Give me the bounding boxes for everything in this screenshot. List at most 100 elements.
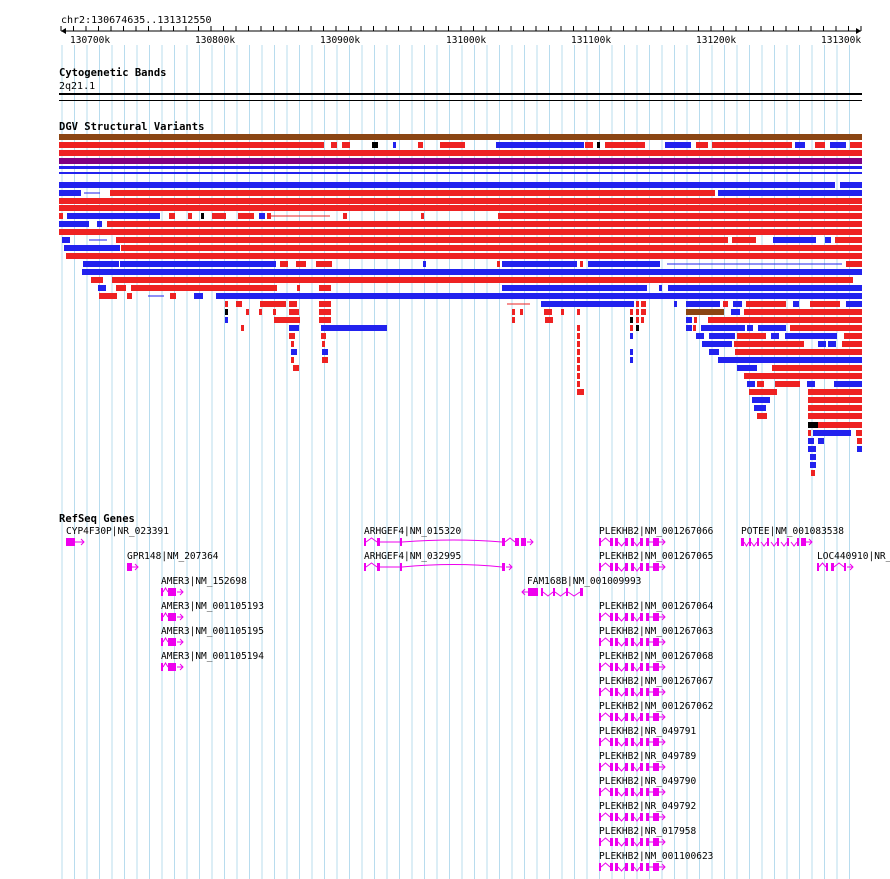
ruler-arrow-left [61,28,66,34]
gene-exon [625,763,628,771]
sv-bar [775,381,800,387]
gene-label[interactable]: PLEKHB2|NM_001267068 [599,651,714,662]
gene-label[interactable]: PLEKHB2|NM_001267066 [599,526,714,537]
gene-exon [817,563,819,571]
gene-intron [617,816,626,822]
gene-exon [615,688,618,696]
sv-bar [580,261,583,267]
sv-bar [110,190,715,196]
gene-strand-arrow [659,538,666,546]
gene-label[interactable]: PLEKHB2|NM_001267064 [599,601,714,612]
gene-exon [615,638,618,646]
sv-bar [686,317,692,323]
gene-exon [653,788,659,796]
gene-exon [610,563,613,571]
gene-exon [625,538,628,546]
coordinate-label: chr2:130674635..131312550 [61,15,212,26]
sv-bar [498,213,862,219]
sv-bar [62,237,70,243]
gene-exon [797,538,799,546]
gene-label[interactable]: AMER3|NM_001105193 [161,601,264,612]
gene-strand-arrow [847,563,854,571]
gene-intron [633,866,641,872]
gene-exon [615,863,618,871]
sv-bar [846,261,862,267]
sv-bar [512,309,515,315]
sv-bar [771,333,779,339]
cytoband-track-title[interactable]: Cytogenetic Bands [59,67,167,79]
gene-intron [617,716,626,722]
sv-bar [274,317,300,323]
gene-strand-arrow [506,563,513,571]
gene-strand-arrow [659,613,666,621]
gene-label[interactable]: PLEKHB2|NR_049789 [599,751,697,762]
gene-exon [653,713,659,721]
gene-label[interactable]: PLEKHB2|NM_001267062 [599,701,714,712]
gene-exon [646,813,649,821]
gene-label[interactable]: GPR148|NM_207364 [127,551,219,562]
sv-bar [825,237,831,243]
sv-bar [59,134,862,140]
sv-bar [636,317,639,323]
gene-label[interactable]: AMER3|NM_152698 [161,576,247,587]
gene-intron [633,841,641,847]
ruler-arrow-right [856,28,861,34]
gene-label[interactable]: PLEKHB2|NR_049791 [599,726,697,737]
sv-bar [319,317,331,323]
sv-bar [236,301,242,307]
gene-label[interactable]: PLEKHB2|NR_017958 [599,826,697,837]
gene-label[interactable]: PLEKHB2|NM_001267067 [599,676,714,687]
gene-strand-arrow [659,713,666,721]
sv-bar [723,301,728,307]
gene-label[interactable]: CYP4F30P|NR_023391 [66,526,169,537]
sv-bar [267,213,271,219]
gene-exon [625,788,628,796]
gene-intron [600,737,611,743]
sv-bar [502,261,577,267]
sv-bar [737,333,766,339]
sv-bar [828,341,836,347]
gene-label[interactable]: ARHGEF4|NM_032995 [364,551,462,562]
refseq-track-title[interactable]: RefSeq Genes [59,513,135,525]
gene-label[interactable]: PLEKHB2|NR_049792 [599,801,697,812]
gene-label[interactable]: AMER3|NM_001105194 [161,651,264,662]
sv-bar [545,317,553,323]
gene-strand-arrow [659,738,666,746]
gene-exon [631,813,634,821]
gene-exon [646,713,649,721]
sv-bar [795,142,805,148]
gene-label[interactable]: PLEKHB2|NM_001100623 [599,851,714,862]
sv-bar [712,142,792,148]
sv-bar [785,333,837,339]
gene-exon [599,863,601,871]
gene-exon [640,863,643,871]
gene-label[interactable]: POTEE|NM_001083538 [741,526,844,537]
sv-bar [64,245,120,251]
sv-bar [834,381,862,387]
gene-label[interactable]: AMER3|NM_001105195 [161,626,264,637]
tick-label-131200k: 131200k [696,35,737,46]
gene-label[interactable]: ARHGEF4|NM_015320 [364,526,462,537]
gene-exon [377,538,380,546]
gene-exon [625,638,628,646]
gene-label[interactable]: PLEKHB2|NR_049790 [599,776,697,787]
dgv-track-title[interactable]: DGV Structural Variants [59,121,205,133]
gene-label[interactable]: LOC440910|NR_... [817,551,890,562]
gene-intron [600,862,611,868]
gene-exon [625,713,628,721]
sv-bar [585,142,593,148]
gene-exon [646,538,649,546]
gene-label[interactable]: FAM168B|NM_001009993 [527,576,642,587]
gene-exon [631,663,634,671]
gene-label[interactable]: PLEKHB2|NM_001267065 [599,551,714,562]
gene-exon [757,538,759,546]
gene-intron [633,566,641,572]
sv-bar [842,341,862,347]
gene-exon [615,563,618,571]
gene-exon [528,588,538,596]
sv-bar [291,357,294,363]
gene-exon [787,538,789,546]
gene-exon [844,563,846,571]
gene-label[interactable]: PLEKHB2|NM_001267063 [599,626,714,637]
